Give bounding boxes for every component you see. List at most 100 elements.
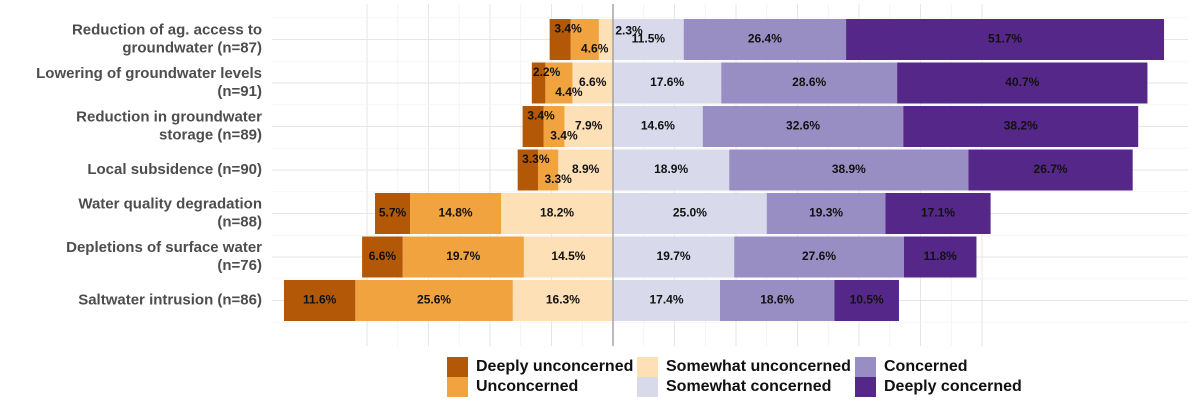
category-label-line: Reduction in groundwater: [76, 108, 262, 125]
data-label: 40.7%: [1005, 75, 1039, 89]
legend-swatch: [855, 377, 876, 397]
data-label: 7.9%: [575, 119, 603, 133]
bar-segment: [613, 236, 735, 278]
data-label: 25.0%: [673, 206, 707, 220]
data-label: 19.3%: [809, 206, 843, 220]
bar-segment: [613, 149, 730, 191]
legend-swatch: [855, 357, 876, 377]
category-label-line: Depletions of surface water: [66, 239, 262, 256]
category-label-line: Lowering of groundwater levels: [36, 65, 262, 82]
legend: Deeply unconcerned Unconcerned Somewhat un…: [447, 357, 1022, 397]
data-label: 17.1%: [921, 206, 955, 220]
data-label: 19.7%: [446, 249, 480, 263]
data-label: 19.7%: [657, 249, 691, 263]
category-label: Reduction of ag. access to groundwater (n…: [72, 21, 262, 56]
bar-segment: [572, 62, 613, 104]
data-label: 17.4%: [649, 293, 683, 307]
data-label: 18.6%: [760, 293, 794, 307]
data-label: 16.3%: [546, 293, 580, 307]
data-label: 32.6%: [786, 119, 820, 133]
category-label: Saltwater intrusion (n=86): [78, 291, 262, 308]
bar-segment: [721, 62, 898, 104]
bar-segment: [531, 62, 546, 104]
legend-label: Concerned: [884, 358, 968, 375]
category-label-line: (n=88): [217, 213, 262, 230]
bar-segment: [362, 236, 403, 278]
data-label: 18.2%: [540, 206, 574, 220]
bar-segment: [683, 19, 847, 60]
category-label: Water quality degradation (n=88): [78, 195, 262, 230]
data-label: 2.2%: [533, 65, 561, 79]
data-label: 5.7%: [379, 206, 407, 220]
value-labels: 2.3%4.6%3.4%11.5% 26.4% 51.7%6.6%4.4%2.2%1…: [303, 22, 1068, 307]
data-label: 25.6%: [417, 293, 451, 307]
bar-segment: [522, 106, 544, 147]
category-label: Lowering of groundwater levels (n=91): [36, 65, 262, 100]
bar-segment: [543, 106, 565, 147]
data-label: 14.6%: [641, 119, 675, 133]
data-label: 17.6%: [650, 75, 684, 89]
bar-segment: [598, 19, 613, 60]
bar-segment: [834, 280, 899, 321]
data-label: 10.5%: [850, 293, 884, 307]
data-label: 38.9%: [832, 162, 866, 176]
data-label: 38.2%: [1004, 119, 1038, 133]
data-label: 28.6%: [792, 75, 826, 89]
category-label-line: storage (n=89): [159, 126, 262, 143]
data-label: 2.3%: [615, 24, 643, 38]
data-label: 27.6%: [802, 249, 836, 263]
legend-label: Deeply unconcerned: [476, 358, 633, 375]
data-label: 3.4%: [554, 22, 582, 36]
bar-segment: [729, 149, 969, 191]
data-label: 8.9%: [572, 162, 600, 176]
data-label: 11.8%: [923, 249, 957, 263]
data-label: 14.8%: [439, 206, 473, 220]
bar-segment: [402, 236, 524, 278]
data-label: 11.5%: [632, 32, 666, 46]
bar-segment: [613, 106, 703, 147]
bar-segment: [613, 19, 684, 60]
data-label: 51.7%: [988, 32, 1022, 46]
category-label-line: (n=91): [217, 83, 262, 100]
legend-swatch: [447, 377, 468, 397]
data-label: 6.6%: [369, 249, 397, 263]
bar-segment: [549, 19, 571, 60]
bar-segment: [355, 280, 513, 321]
bar-segment: [720, 280, 835, 321]
bar-segment: [558, 149, 613, 191]
legend-label: Deeply concerned: [884, 378, 1022, 395]
bar-segment: [613, 62, 722, 104]
bar-segment: [702, 106, 904, 147]
data-label: 26.4%: [748, 32, 782, 46]
bar-segment: [846, 19, 1165, 60]
category-label: Local subsidence (n=90): [87, 161, 262, 178]
bar-segment: [613, 193, 767, 234]
bar-segment: [517, 149, 538, 191]
data-label: 3.3%: [544, 172, 572, 186]
bar-segment: [885, 193, 991, 234]
category-label: Reduction in groundwater storage (n=89): [76, 108, 262, 143]
bar-segment: [734, 236, 904, 278]
data-label: 11.6%: [303, 293, 337, 307]
legend-label: Unconcerned: [476, 378, 578, 395]
category-label-line: Reduction of ag. access to: [72, 21, 262, 38]
category-label-line: (n=76): [217, 257, 262, 274]
bar-segment: [374, 193, 411, 234]
bar-segment: [897, 62, 1148, 104]
bar-segment: [903, 236, 977, 278]
data-label: 4.4%: [555, 85, 583, 99]
bar-segment: [766, 193, 886, 234]
bar-segment: [968, 149, 1133, 191]
category-label-line: Local subsidence (n=90): [87, 161, 262, 178]
data-label: 26.7%: [1034, 162, 1068, 176]
legend-label: Somewhat concerned: [666, 378, 831, 395]
legend-swatch: [637, 357, 658, 377]
bar-segment: [570, 19, 599, 60]
bar-segment: [501, 193, 613, 234]
data-label: 18.9%: [654, 162, 688, 176]
bar-segment: [545, 62, 573, 104]
bar-segment: [613, 280, 721, 321]
category-label: Depletions of surface water (n=76): [66, 239, 262, 274]
legend-swatch: [637, 377, 658, 397]
data-label: 3.3%: [522, 152, 550, 166]
